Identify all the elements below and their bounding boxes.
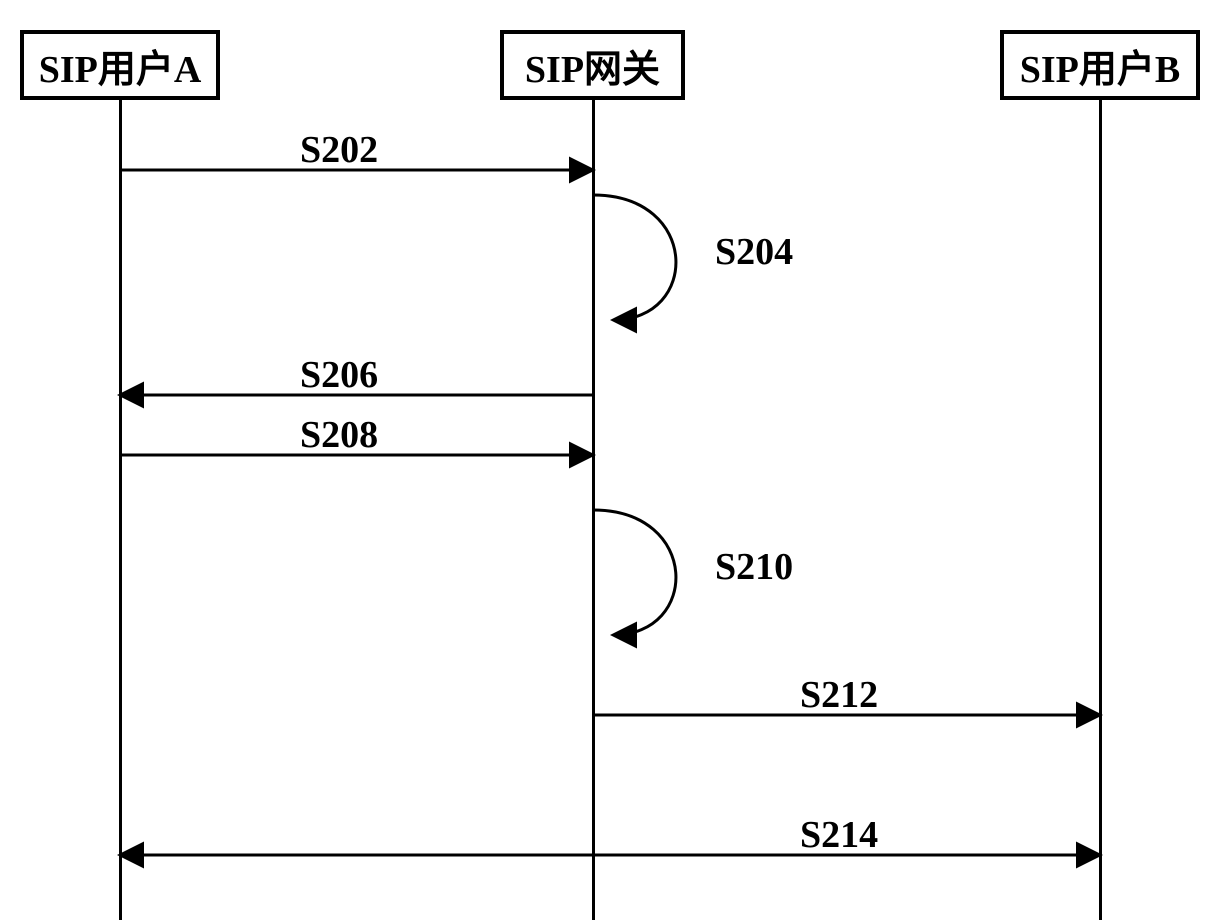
s204-selfloop bbox=[593, 195, 676, 320]
sip-user-a-lifeline bbox=[119, 100, 122, 920]
s208-label: S208 bbox=[300, 413, 378, 457]
s214-label: S214 bbox=[800, 813, 878, 857]
s204-label: S204 bbox=[715, 230, 793, 274]
sip-gateway-box: SIP网关 bbox=[500, 30, 685, 100]
sip-user-b-label: SIP用户B bbox=[1020, 38, 1180, 93]
s212-label: S212 bbox=[800, 673, 878, 717]
s210-selfloop bbox=[593, 510, 676, 635]
sip-user-a-box: SIP用户A bbox=[20, 30, 220, 100]
sip-gateway-label: SIP网关 bbox=[525, 38, 660, 93]
s210-label: S210 bbox=[715, 545, 793, 589]
s202-label: S202 bbox=[300, 128, 378, 172]
s206-label: S206 bbox=[300, 353, 378, 397]
sip-user-b-box: SIP用户B bbox=[1000, 30, 1200, 100]
sip-user-b-lifeline bbox=[1099, 100, 1102, 920]
sip-user-a-label: SIP用户A bbox=[39, 38, 202, 93]
sip-gateway-lifeline bbox=[592, 100, 595, 920]
